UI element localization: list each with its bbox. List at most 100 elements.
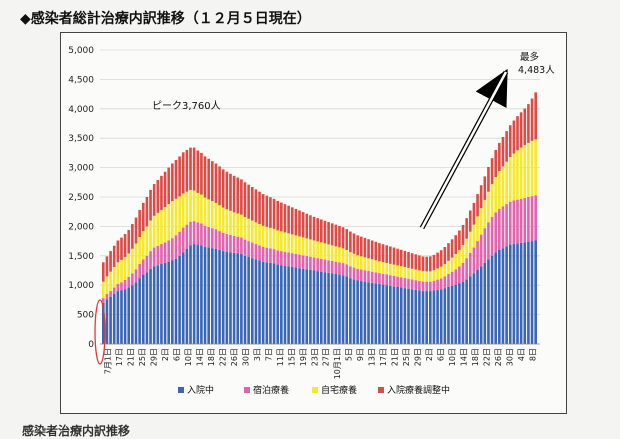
bar-segment [127, 276, 131, 288]
bar-segment [519, 112, 523, 148]
x-tick-label: 8日 [528, 348, 537, 361]
bar-segment [450, 239, 454, 258]
bar-segment [254, 189, 258, 223]
bar-segment [494, 252, 498, 344]
bar-segment [450, 285, 454, 344]
bar-segment [145, 272, 149, 344]
bar-segment [399, 266, 403, 278]
bar-segment [247, 241, 250, 257]
bar-segment [152, 247, 156, 267]
bar-segment [171, 201, 174, 239]
bar-segment [185, 248, 189, 344]
bar-segment [134, 282, 138, 344]
bar-segment [494, 177, 498, 213]
y-tick-label: 4,000 [68, 105, 94, 115]
bar-segment [258, 224, 261, 246]
bar-segment [134, 269, 138, 283]
bar-segment [490, 184, 494, 217]
bar-segment [218, 205, 221, 232]
bar-segment [436, 289, 439, 344]
bar-segment [294, 253, 298, 268]
x-tick-label: 10月1日 [333, 348, 342, 379]
bar-segment [338, 262, 341, 275]
bar-segment [283, 204, 287, 233]
bar-segment [131, 224, 134, 249]
bar-segment [327, 260, 330, 273]
y-tick-label: 500 [77, 311, 94, 321]
x-tick-label: 10日 [184, 348, 193, 366]
bar-segment [508, 201, 512, 245]
bar-segment [487, 222, 490, 260]
x-tick-label: 22日 [482, 348, 491, 366]
y-tick-label: 4,500 [68, 75, 94, 85]
bar-segment [196, 222, 200, 245]
bar-segment [403, 278, 407, 289]
bar-segment [330, 260, 334, 274]
bar-segment [294, 267, 298, 344]
bar-segment [229, 173, 232, 211]
x-tick-label: 6日 [437, 348, 446, 361]
bar-segment [181, 193, 185, 228]
bar-segment [105, 256, 109, 277]
bar-segment [359, 236, 363, 257]
bar-segment [250, 258, 254, 344]
bar-segment [436, 268, 439, 280]
bar-segment [414, 280, 418, 290]
bar-segment [396, 276, 399, 287]
bar-segment [530, 98, 534, 141]
bar-segment [283, 232, 287, 252]
bar-segment [221, 207, 225, 233]
bar-segment [232, 212, 236, 236]
bar-segment [196, 192, 200, 223]
bar-segment [261, 225, 265, 247]
bar-segment [429, 281, 432, 292]
bar-segment [152, 266, 156, 344]
bar-segment [123, 256, 127, 280]
highlight-ellipse [94, 299, 106, 365]
bar-segment [327, 244, 330, 261]
x-tick-label: 7日 [264, 348, 273, 361]
bar-segment [145, 226, 149, 256]
y-tick-label: 2,000 [68, 222, 94, 232]
bar-segment [127, 253, 131, 277]
bar-segment [349, 266, 352, 279]
bar-segment [181, 227, 185, 253]
bar-segment [414, 254, 418, 270]
bar-segment [479, 266, 483, 344]
bar-segment [407, 288, 410, 344]
bar-segment [367, 270, 370, 283]
bar-segment [120, 237, 123, 260]
bar-segment [207, 226, 210, 248]
bar-segment [367, 258, 370, 271]
bar-segment [156, 179, 160, 213]
bar-segment [203, 197, 207, 226]
x-tick-label: 30日 [241, 348, 250, 366]
bar-segment [112, 266, 116, 288]
legend-label: 入院療養調整中 [387, 384, 450, 396]
bar-segment [468, 231, 472, 253]
bar-segment [269, 227, 272, 249]
bar-segment [341, 275, 345, 344]
bar-segment [276, 230, 280, 251]
bar-segment [105, 276, 109, 295]
bar-segment [439, 278, 443, 290]
bar-segment [432, 290, 436, 344]
bar-segment [236, 213, 240, 237]
bar-segment [392, 286, 396, 344]
bar-segment [200, 152, 203, 195]
bar-segment [287, 205, 290, 234]
x-tick-label: 25日 [402, 348, 411, 366]
bar-segment [225, 209, 229, 235]
bar-segment [269, 197, 272, 228]
bar-segment [141, 202, 145, 232]
bar-segment [127, 287, 131, 344]
bar-segment [523, 242, 527, 344]
bar-segment [312, 257, 316, 271]
bar-segment [203, 225, 207, 247]
bar-segment [516, 150, 519, 200]
bar-segment [298, 268, 301, 344]
bar-segment [465, 238, 468, 259]
bar-segment [527, 142, 530, 197]
bar-segment [149, 189, 152, 221]
x-tick-label: 6日 [173, 348, 182, 361]
